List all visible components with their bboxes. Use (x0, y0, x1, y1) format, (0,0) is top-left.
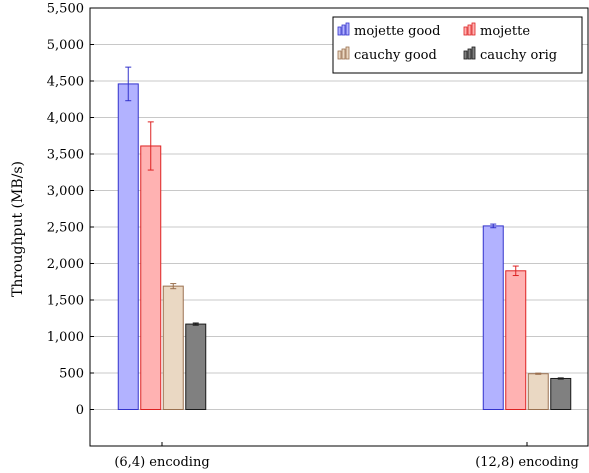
legend-icon-bar (467, 24, 472, 36)
y-tick-label: 1,000 (47, 330, 84, 345)
legend-bar-icon (337, 22, 350, 36)
x-tick-label: (12,8) encoding (475, 455, 579, 470)
x-axis-ticks: (6,4) encoding (12,8) encoding (114, 442, 579, 470)
y-tick-label: 2,500 (47, 221, 84, 236)
y-tick-label: 4,500 (47, 75, 84, 90)
error-bar-layer (125, 66, 564, 380)
y-tick-label: 3,000 (47, 184, 84, 199)
y-tick-label: 0 (76, 403, 84, 418)
y-axis-label: Throughput (MB/s) (10, 161, 26, 297)
legend-icon-bar (337, 50, 342, 60)
y-tick-label: 3,500 (47, 148, 84, 163)
legend-box (332, 16, 583, 74)
bar (527, 373, 549, 411)
legend-icon-bar (337, 26, 342, 36)
legend-icon-bar (345, 46, 350, 60)
bar (505, 270, 527, 410)
legend-label: cauchy orig (480, 48, 557, 63)
bar (117, 83, 139, 410)
legend-icon-bar (341, 48, 346, 60)
bar (550, 377, 572, 411)
bar (140, 145, 162, 410)
legend-label: cauchy good (354, 48, 437, 63)
x-tick-label: (6,4) encoding (114, 455, 209, 470)
bar (482, 225, 504, 410)
y-tick-label: 1,500 (47, 294, 84, 309)
bar-layer (117, 83, 572, 411)
y-tick-label: 4,000 (47, 111, 84, 126)
legend-icon-bar (463, 50, 468, 60)
legend-icon-bar (471, 22, 476, 36)
bar (162, 285, 184, 411)
bar (185, 323, 207, 410)
y-tick-label: 5,500 (47, 2, 84, 17)
legend-bar-icon (463, 46, 476, 60)
y-tick-label: 2,000 (47, 257, 84, 272)
legend-bar-icon (463, 22, 476, 36)
y-tick-label: 500 (59, 367, 84, 382)
y-tick-label: 5,000 (47, 38, 84, 53)
legend-icon-bar (341, 24, 346, 36)
legend-label: mojette good (354, 24, 440, 39)
legend-icon-bar (463, 26, 468, 36)
legend-icon-bar (467, 48, 472, 60)
legend-icon-bar (345, 22, 350, 36)
legend: mojette good mojette cauchy good cauchy ori… (332, 16, 583, 74)
legend-bar-icon (337, 46, 350, 60)
y-axis-ticks: 0 500 1,000 1,500 2,000 2,500 3,000 3,500 4,000 4… (47, 2, 94, 418)
legend-label: mojette (480, 24, 530, 39)
legend-icon-bar (471, 46, 476, 60)
